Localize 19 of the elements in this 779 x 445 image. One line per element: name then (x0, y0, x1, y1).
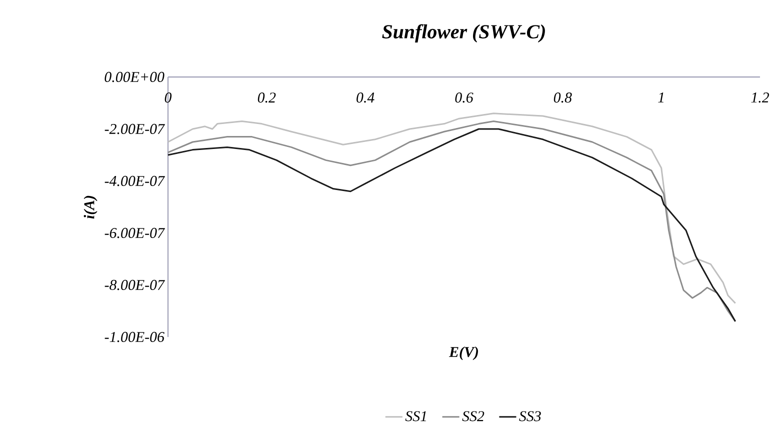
x-tick-label: 0.4 (356, 92, 374, 103)
y-tick-label: -2.00E-07 (104, 124, 165, 134)
y-tick-label: -8.00E-07 (104, 280, 165, 290)
legend-label: SS1 (405, 411, 426, 422)
x-tick-label: 1.2 (751, 92, 770, 103)
y-tick-label: 0.00E+00 (104, 72, 164, 82)
y-tick-label: -6.00E-07 (104, 228, 165, 238)
y-axis-title: i(A) (84, 196, 98, 219)
legend-label: SS3 (519, 411, 541, 422)
x-tick-label: 1 (658, 92, 664, 102)
x-tick-label: 0.8 (554, 92, 572, 103)
chart-title: Sunflower (SWV-C) (382, 24, 545, 42)
x-axis-title: E(V) (448, 346, 478, 360)
y-tick-label: -1.00E-06 (104, 332, 164, 342)
x-tick-label: 0 (164, 92, 172, 103)
y-tick-label: -4.00E-07 (104, 176, 165, 186)
x-tick-label: 0.2 (258, 92, 276, 103)
legend-label: SS2 (462, 411, 484, 422)
x-tick-label: 0.6 (455, 92, 474, 103)
